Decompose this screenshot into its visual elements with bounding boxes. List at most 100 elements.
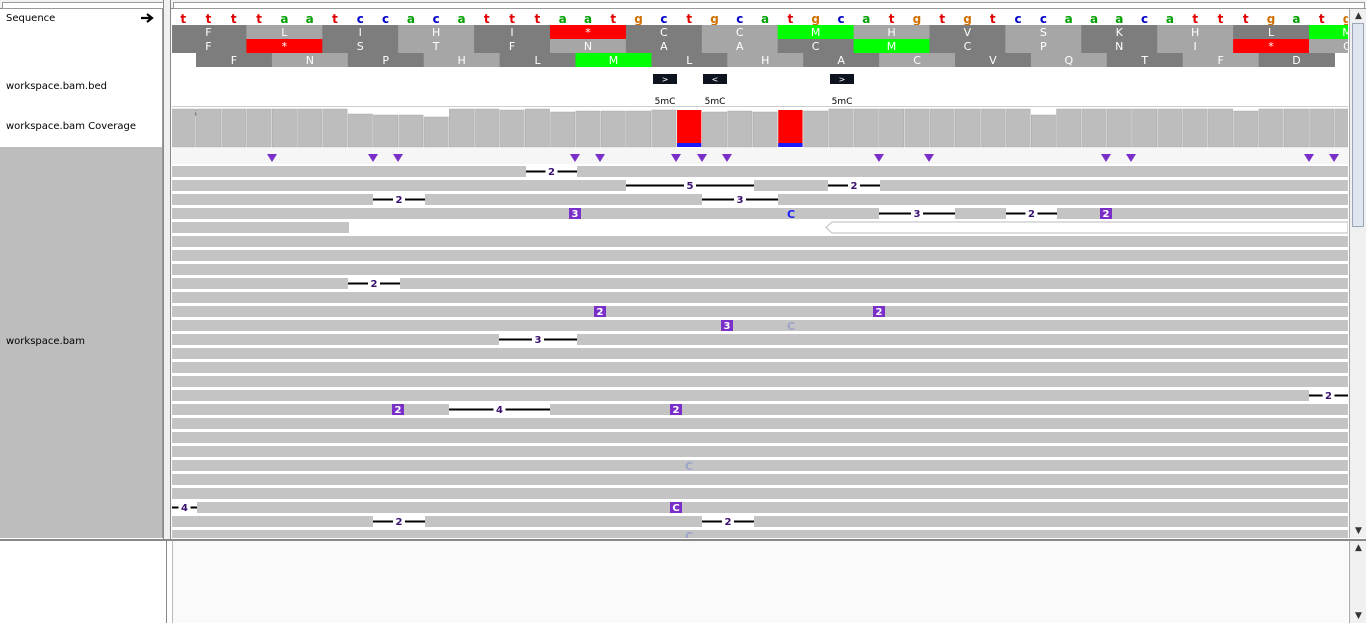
aligned-read[interactable] xyxy=(172,236,1348,247)
insertion-marker[interactable] xyxy=(722,154,732,162)
aligned-read[interactable] xyxy=(172,446,1348,457)
coverage-bar[interactable] xyxy=(423,116,449,148)
coverage-bar[interactable] xyxy=(322,108,348,148)
coverage-bar[interactable] xyxy=(727,110,753,148)
coverage-bar[interactable] xyxy=(525,108,550,148)
insertion-marker[interactable] xyxy=(1304,154,1314,162)
coverage-bar[interactable] xyxy=(575,110,601,148)
insertion-marker[interactable] xyxy=(1329,154,1339,162)
read-outline[interactable] xyxy=(825,221,1348,234)
aligned-read[interactable] xyxy=(172,474,1348,485)
insertion-marker[interactable] xyxy=(393,154,403,162)
aligned-read[interactable] xyxy=(172,502,1348,513)
insertion-marker[interactable] xyxy=(1101,154,1111,162)
coverage-bar[interactable] xyxy=(1157,108,1183,148)
bed-feature[interactable] xyxy=(830,74,854,84)
coverage-bar[interactable] xyxy=(1309,108,1335,148)
aligned-read[interactable] xyxy=(172,362,1348,373)
feature-scroll-down-icon[interactable]: ▼ xyxy=(1355,611,1362,621)
coverage-bar[interactable] xyxy=(929,108,955,148)
insertion-marker[interactable] xyxy=(874,154,884,162)
aligned-read[interactable] xyxy=(172,348,1348,359)
coverage-bar[interactable] xyxy=(980,108,1006,148)
coverage-bar[interactable] xyxy=(297,108,323,148)
coverage-bar[interactable] xyxy=(272,108,297,148)
coverage-bar[interactable] xyxy=(803,110,829,148)
insertion-box[interactable] xyxy=(873,306,885,317)
aligned-read[interactable] xyxy=(172,306,1348,317)
aligned-read[interactable] xyxy=(172,180,1348,191)
insertion-marker[interactable] xyxy=(697,154,707,162)
data-panel-scrollbar[interactable]: ▲ ▼ xyxy=(1349,9,1366,538)
bed-feature[interactable] xyxy=(653,74,677,84)
insertion-box[interactable] xyxy=(670,404,682,415)
insertion-marker[interactable] xyxy=(671,154,681,162)
coverage-bar[interactable] xyxy=(196,108,221,148)
aligned-read[interactable] xyxy=(172,488,1348,499)
scroll-down-icon[interactable]: ▼ xyxy=(1355,526,1362,536)
aligned-read[interactable] xyxy=(172,404,1348,415)
aligned-read[interactable] xyxy=(172,166,1348,177)
coverage-bar[interactable] xyxy=(853,108,879,148)
insertion-box[interactable] xyxy=(594,306,606,317)
insertion-box[interactable] xyxy=(569,208,581,219)
sequence-track-label[interactable]: Sequence xyxy=(6,13,56,24)
coverage-bar[interactable] xyxy=(499,109,525,148)
coverage-bar[interactable] xyxy=(651,109,677,148)
coverage-bar[interactable] xyxy=(398,114,424,148)
coverage-bar[interactable] xyxy=(1182,108,1208,148)
coverage-bar[interactable] xyxy=(1334,108,1348,148)
coverage-bar[interactable] xyxy=(879,108,905,148)
aligned-read[interactable] xyxy=(172,264,1348,275)
coverage-bar[interactable] xyxy=(373,114,398,148)
coverage-bar[interactable] xyxy=(347,113,373,148)
insertion-box[interactable] xyxy=(670,502,682,513)
insertion-box[interactable] xyxy=(392,404,404,415)
bed-track-label[interactable]: workspace.bam.bed xyxy=(6,81,107,92)
coverage-bar[interactable] xyxy=(221,108,247,148)
aligned-read[interactable] xyxy=(172,390,1348,401)
aligned-read[interactable] xyxy=(172,278,1348,289)
aligned-read[interactable] xyxy=(172,530,1348,538)
coverage-bar[interactable] xyxy=(1081,108,1107,148)
scroll-thumb[interactable] xyxy=(1352,23,1364,227)
coverage-bar[interactable] xyxy=(904,108,930,148)
insertion-marker[interactable] xyxy=(570,154,580,162)
coverage-bar[interactable] xyxy=(702,111,727,148)
coverage-bar[interactable] xyxy=(1031,114,1056,148)
coverage-bar[interactable] xyxy=(600,110,626,148)
insertion-box[interactable] xyxy=(721,320,733,331)
insertion-marker[interactable] xyxy=(368,154,378,162)
aligned-read[interactable] xyxy=(172,432,1348,443)
coverage-bar[interactable] xyxy=(1284,108,1309,148)
coverage-bar[interactable] xyxy=(1132,108,1158,148)
coverage-bar[interactable] xyxy=(1208,108,1233,148)
ruler-box[interactable] xyxy=(173,2,1365,9)
coverage-bar[interactable] xyxy=(1106,108,1132,148)
locus-box[interactable] xyxy=(2,2,164,9)
coverage-bar[interactable] xyxy=(246,108,272,148)
coverage-bar[interactable] xyxy=(828,108,854,148)
scroll-up-icon[interactable]: ▲ xyxy=(1355,11,1362,21)
coverage-track-label[interactable]: workspace.bam Coverage xyxy=(6,121,137,132)
coverage-bar[interactable] xyxy=(955,108,980,148)
aligned-read[interactable] xyxy=(172,516,1348,527)
coverage-bar[interactable] xyxy=(474,108,500,148)
insertion-box[interactable] xyxy=(1100,208,1112,219)
coverage-bar[interactable] xyxy=(1233,110,1259,148)
coverage-bar[interactable] xyxy=(626,110,652,148)
bam-track-label[interactable]: workspace.bam xyxy=(6,336,85,347)
coverage-bar[interactable] xyxy=(172,108,196,148)
coverage-bar[interactable] xyxy=(1005,108,1031,148)
coverage-bar-mismatch[interactable] xyxy=(677,110,702,147)
strand-arrow-icon[interactable] xyxy=(140,12,156,24)
insertion-marker[interactable] xyxy=(595,154,605,162)
aligned-read[interactable] xyxy=(172,292,1348,303)
insertion-marker[interactable] xyxy=(924,154,934,162)
aligned-read[interactable] xyxy=(172,418,1348,429)
coverage-bar[interactable] xyxy=(1258,108,1284,148)
panel-divider[interactable] xyxy=(163,0,171,623)
aligned-read[interactable] xyxy=(172,208,1348,219)
feature-scroll-up-icon[interactable]: ▲ xyxy=(1355,543,1362,553)
feature-panel-scrollbar[interactable]: ▲ ▼ xyxy=(1349,541,1366,623)
